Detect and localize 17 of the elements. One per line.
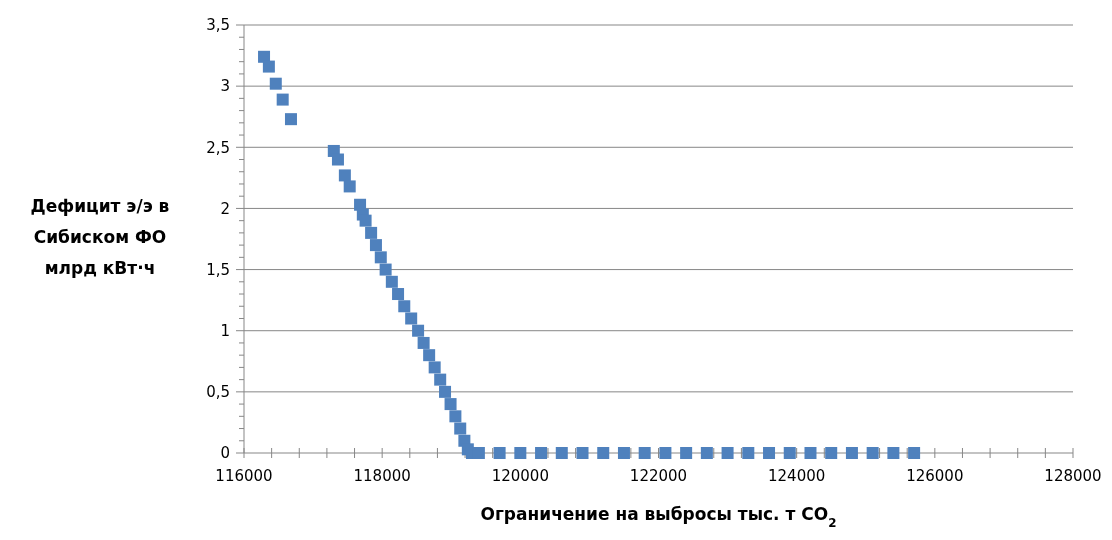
y-tick-label: 3,5	[206, 16, 230, 35]
x-axis-title: Ограничение на выбросы тыс. т CO$_{2}$	[480, 504, 837, 530]
y-tick-label: 1,5	[206, 260, 230, 279]
y-tick-label: 0,5	[206, 383, 230, 402]
y-tick-label: 0	[220, 444, 230, 463]
x-tick-label: 118000	[353, 467, 411, 485]
y-tick-label: 2,5	[206, 138, 230, 157]
y-axis-title: Дефицит э/э в Сибиском ФО млрд кВт·ч	[30, 196, 170, 278]
x-tick-label: 116000	[215, 467, 273, 485]
x-tick-label: 126000	[906, 467, 964, 485]
y-tick-label: 2	[220, 199, 230, 218]
y-tick-label: 1	[220, 321, 230, 340]
x-tick-label: 120000	[491, 467, 549, 485]
x-tick-label: 122000	[629, 467, 688, 485]
x-tick-label: 124000	[768, 467, 826, 485]
y-tick-label: 3	[220, 77, 230, 96]
x-tick-label: 128000	[1044, 467, 1102, 485]
